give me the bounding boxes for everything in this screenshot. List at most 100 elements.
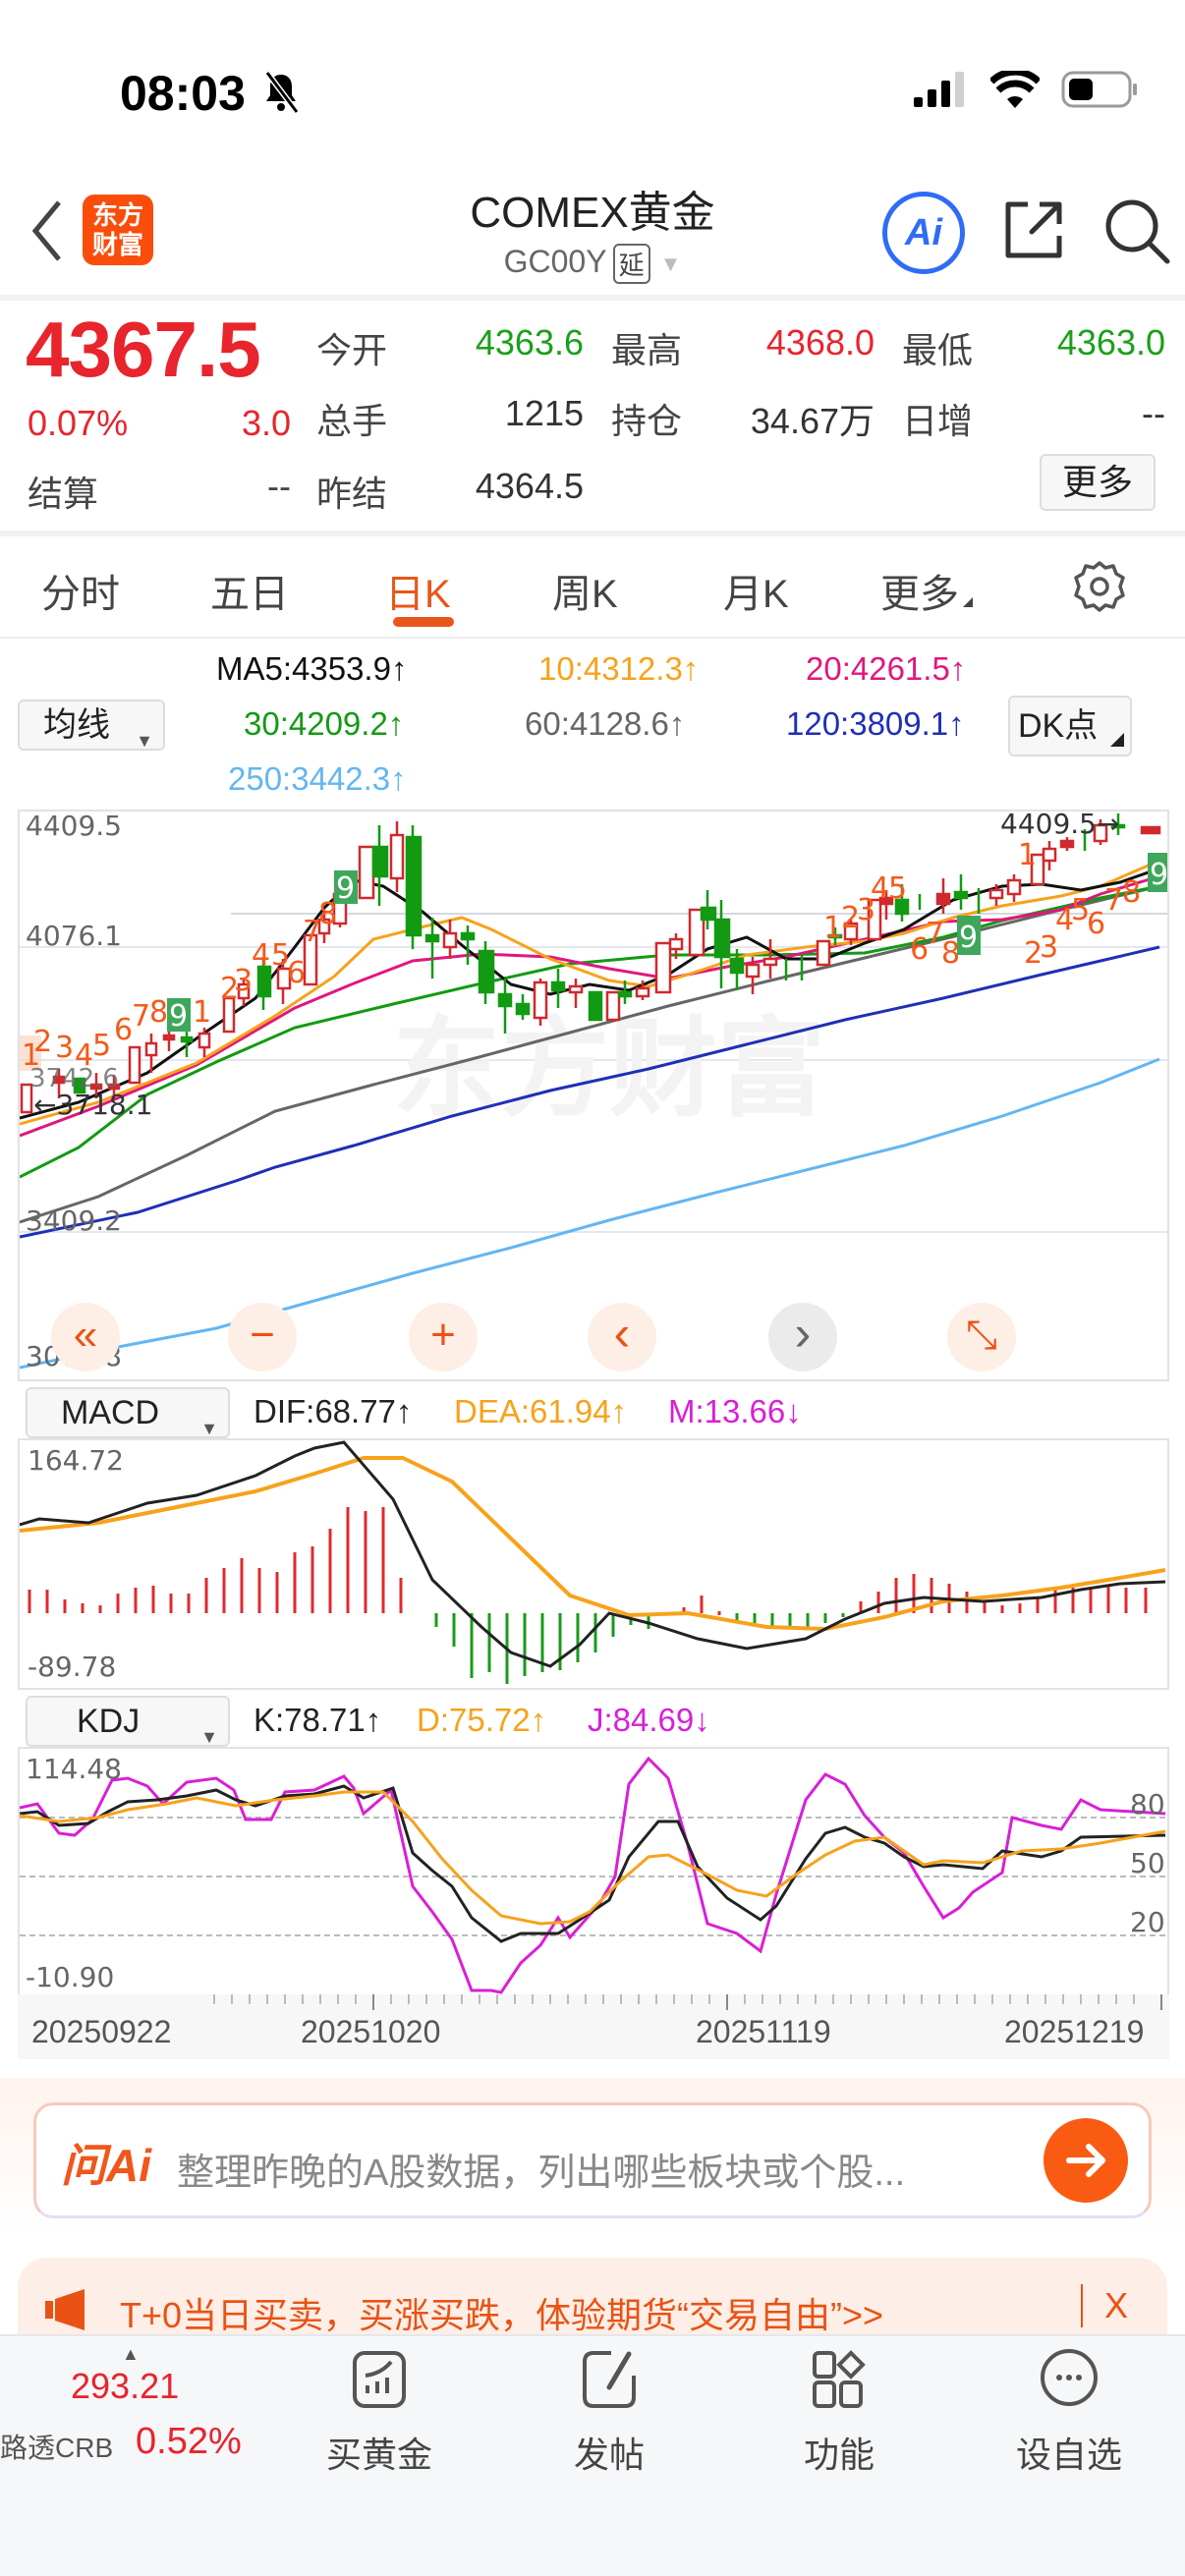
- high-value: 4368.0: [765, 322, 875, 363]
- settle-value: --: [267, 466, 291, 506]
- bell-slash-icon: [264, 71, 300, 114]
- ma60-label: 60:4128.6↑: [525, 705, 686, 742]
- kdj-k: K:78.71↑: [254, 1702, 382, 1738]
- nav-post[interactable]: 发帖: [531, 2342, 688, 2490]
- promo-text[interactable]: T+0当日买卖，买涨买跌，体验期货“交易自由”>>: [120, 2295, 884, 2335]
- svg-text:5: 5: [271, 938, 290, 973]
- svg-text:6: 6: [910, 932, 929, 967]
- nav-buy-gold[interactable]: 买黄金: [301, 2342, 458, 2490]
- change-percent: 0.07%: [28, 403, 129, 443]
- svg-text:7: 7: [132, 999, 150, 1034]
- crb-index-change[interactable]: 0.52%: [136, 2421, 242, 2462]
- macd-m: M:13.66↓: [668, 1393, 802, 1429]
- tab-five-day[interactable]: 五日: [210, 573, 289, 616]
- svg-text:东方财富: 东方财富: [393, 1006, 825, 1132]
- fullscreen-button[interactable]: ⤡: [947, 1303, 1016, 1372]
- svg-text:4409.5→: 4409.5→: [1000, 812, 1119, 840]
- crb-index-name[interactable]: 路透CRB: [0, 2433, 114, 2463]
- promo-separator: [1081, 2284, 1083, 2327]
- low-label: 最低: [902, 330, 974, 370]
- tab-more[interactable]: 更多: [880, 562, 973, 619]
- svg-text:4: 4: [871, 871, 889, 906]
- svg-text:6: 6: [1087, 907, 1105, 941]
- nav-functions[interactable]: 功能: [761, 2342, 918, 2490]
- ai-prompt-placeholder[interactable]: 整理昨晚的A股数据，列出哪些板块或个股...: [177, 2153, 906, 2194]
- buy-gold-chart-icon: [353, 2351, 406, 2408]
- nav-post-label: 发帖: [573, 2435, 645, 2475]
- kdj-chart[interactable]: 114.48 -10.90 80 50 20: [18, 1747, 1169, 1996]
- ma-selector-label: 均线: [43, 706, 110, 744]
- svg-text:6: 6: [287, 956, 306, 990]
- tab-more-label: 更多: [880, 573, 959, 616]
- tab-weekly-k[interactable]: 周K: [552, 573, 618, 616]
- date-axis: [18, 1994, 1169, 2059]
- ai-assistant-button[interactable]: Ai: [882, 192, 965, 274]
- date-tick-3: 20251119: [696, 2014, 831, 2049]
- bottom-nav: [0, 2334, 1185, 2576]
- status-icons: [914, 71, 1140, 108]
- ma-selector[interactable]: 均线 ▼: [18, 700, 165, 751]
- index-up-arrow-icon: ▲: [122, 2344, 140, 2364]
- macd-chart[interactable]: 164.72 -89.78: [18, 1438, 1169, 1690]
- svg-text:9: 9: [1150, 858, 1167, 892]
- svg-text:3: 3: [55, 1031, 74, 1065]
- nav-add-watchlist-label: 设自选: [1015, 2435, 1122, 2475]
- contract-selector[interactable]: GC00Y 延 ▼: [0, 244, 1185, 285]
- nav-add-watchlist[interactable]: 设自选: [990, 2342, 1148, 2490]
- nav-functions-label: 功能: [803, 2435, 875, 2475]
- svg-text:9: 9: [169, 999, 188, 1034]
- gear-icon[interactable]: [1073, 560, 1126, 613]
- more-quote-button[interactable]: 更多: [1040, 454, 1156, 511]
- crb-index-value[interactable]: 293.21: [71, 2366, 180, 2406]
- share-icon[interactable]: [1002, 198, 1065, 261]
- functions-grid-icon: [813, 2350, 866, 2408]
- prev-settle-value: 4364.5: [475, 466, 584, 506]
- dropdown-caret-icon: ▼: [200, 1727, 218, 1747]
- app-logo: 东方 财富: [83, 195, 153, 265]
- date-tick-1: 20250922: [31, 2014, 172, 2049]
- scroll-right-button[interactable]: ›: [768, 1303, 837, 1372]
- tab-monthly-k[interactable]: 月K: [723, 573, 789, 616]
- macd-selector[interactable]: MACD ▼: [26, 1387, 230, 1438]
- zoom-out-button[interactable]: −: [228, 1303, 297, 1372]
- svg-text:2: 2: [33, 1025, 52, 1059]
- svg-text:8: 8: [1122, 875, 1141, 910]
- svg-text:1: 1: [823, 911, 842, 945]
- back-button[interactable]: [28, 196, 67, 265]
- open-value: 4363.6: [475, 322, 584, 363]
- svg-text:8: 8: [149, 995, 168, 1030]
- ai-prompt-input[interactable]: [33, 2102, 1152, 2218]
- high-label: 最高: [611, 330, 683, 370]
- tab-intraday[interactable]: 分时: [41, 573, 120, 616]
- svg-text:9: 9: [336, 871, 355, 906]
- cellular-signal-icon: [914, 72, 964, 107]
- svg-text:3: 3: [234, 964, 253, 998]
- dropdown-caret-icon: ▼: [136, 731, 153, 751]
- svg-text:-89.78: -89.78: [28, 1651, 116, 1683]
- settle-label: 结算: [28, 474, 99, 514]
- dk-label: DK点: [1018, 707, 1099, 745]
- kdj-selector[interactable]: KDJ ▼: [26, 1696, 230, 1747]
- dk-points-button[interactable]: DK点: [1008, 696, 1132, 756]
- search-icon[interactable]: [1102, 196, 1171, 265]
- jump-start-button[interactable]: «: [51, 1303, 120, 1372]
- last-price: 4367.5: [26, 306, 261, 393]
- zoom-in-button[interactable]: +: [409, 1303, 478, 1372]
- promo-close-button[interactable]: X: [1104, 2285, 1129, 2325]
- tab-daily-k[interactable]: 日K: [385, 573, 451, 616]
- scroll-left-button[interactable]: ‹: [588, 1303, 656, 1372]
- svg-text:2: 2: [1024, 936, 1043, 971]
- svg-text:5: 5: [888, 871, 907, 906]
- ma20-label: 20:4261.5↑: [806, 650, 967, 687]
- kline-chart[interactable]: 东方财富: [18, 810, 1169, 1381]
- delay-badge: 延: [612, 244, 650, 285]
- svg-text:1: 1: [22, 1038, 40, 1073]
- svg-text:2: 2: [841, 901, 860, 935]
- battery-icon: [1061, 71, 1137, 108]
- page-title: COMEX黄金: [470, 189, 715, 237]
- ma10-label: 10:4312.3↑: [538, 650, 700, 687]
- macd-dif: DIF:68.77↑: [254, 1393, 413, 1429]
- header-divider: [0, 295, 1185, 301]
- ai-send-button[interactable]: [1044, 2118, 1128, 2203]
- svg-text:20: 20: [1130, 1906, 1165, 1938]
